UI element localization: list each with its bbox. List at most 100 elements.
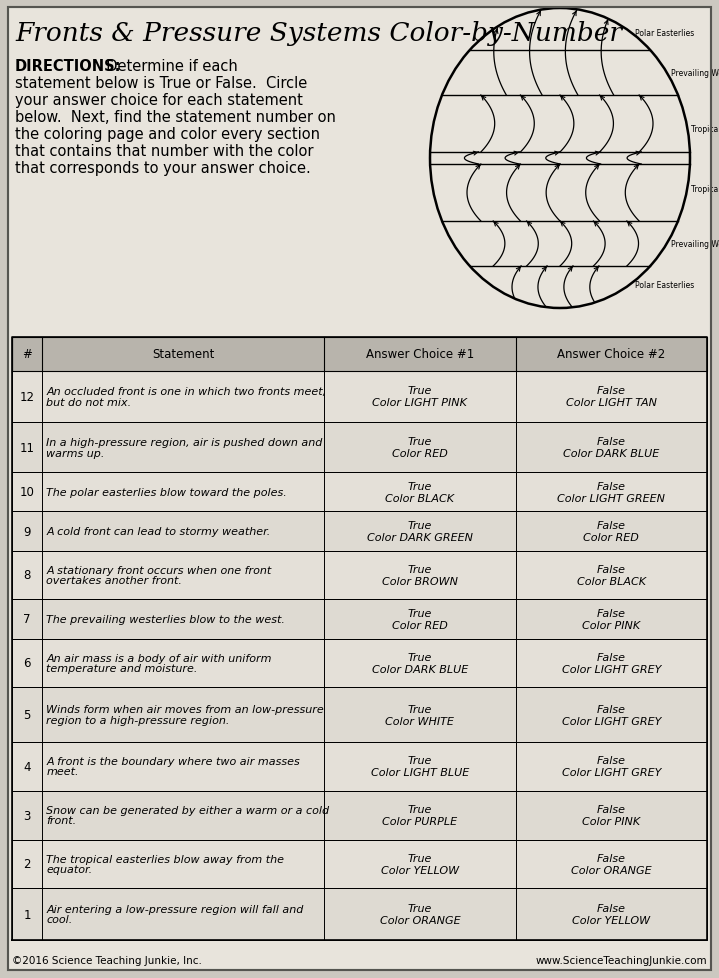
Text: front.: front. bbox=[46, 816, 76, 825]
FancyBboxPatch shape bbox=[12, 639, 707, 688]
Text: True: True bbox=[408, 437, 432, 447]
FancyBboxPatch shape bbox=[12, 791, 707, 840]
Text: Color LIGHT PINK: Color LIGHT PINK bbox=[372, 398, 467, 408]
Text: True: True bbox=[408, 386, 432, 396]
Text: 3: 3 bbox=[24, 809, 31, 822]
Text: www.ScienceTeachingJunkie.com: www.ScienceTeachingJunkie.com bbox=[536, 956, 707, 965]
Text: True: True bbox=[408, 755, 432, 766]
Text: ©2016 Science Teaching Junkie, Inc.: ©2016 Science Teaching Junkie, Inc. bbox=[12, 956, 202, 965]
Text: 8: 8 bbox=[24, 569, 31, 582]
Text: False: False bbox=[597, 804, 626, 815]
FancyBboxPatch shape bbox=[12, 551, 707, 600]
Text: False: False bbox=[597, 437, 626, 447]
Text: A stationary front occurs when one front: A stationary front occurs when one front bbox=[46, 565, 272, 575]
Text: 5: 5 bbox=[24, 708, 31, 722]
Text: warms up.: warms up. bbox=[46, 448, 104, 458]
Text: 2: 2 bbox=[23, 858, 31, 870]
Text: False: False bbox=[597, 520, 626, 530]
Text: Color RED: Color RED bbox=[392, 620, 448, 630]
Text: Color DARK BLUE: Color DARK BLUE bbox=[372, 664, 468, 674]
Text: False: False bbox=[597, 904, 626, 913]
Text: Color LIGHT TAN: Color LIGHT TAN bbox=[566, 398, 657, 408]
Text: the coloring page and color every section: the coloring page and color every sectio… bbox=[15, 127, 320, 142]
Text: equator.: equator. bbox=[46, 865, 92, 874]
Text: overtakes another front.: overtakes another front. bbox=[46, 576, 182, 586]
Text: True: True bbox=[408, 608, 432, 618]
Text: your answer choice for each statement: your answer choice for each statement bbox=[15, 93, 303, 108]
Text: 12: 12 bbox=[19, 390, 35, 403]
Text: True: True bbox=[408, 652, 432, 662]
Text: below.  Next, find the statement number on: below. Next, find the statement number o… bbox=[15, 110, 336, 125]
Text: Answer Choice #2: Answer Choice #2 bbox=[557, 348, 666, 361]
Text: Answer Choice #1: Answer Choice #1 bbox=[366, 348, 474, 361]
Text: Color ORANGE: Color ORANGE bbox=[571, 866, 651, 875]
Text: Color DARK GREEN: Color DARK GREEN bbox=[367, 532, 473, 543]
Text: False: False bbox=[597, 652, 626, 662]
Text: Color LIGHT BLUE: Color LIGHT BLUE bbox=[371, 768, 469, 778]
Text: Prevailing Westerlies: Prevailing Westerlies bbox=[671, 240, 719, 248]
Text: meet.: meet. bbox=[46, 767, 78, 777]
FancyBboxPatch shape bbox=[12, 688, 707, 742]
FancyBboxPatch shape bbox=[8, 8, 711, 970]
Text: Polar Easterlies: Polar Easterlies bbox=[635, 281, 694, 289]
Text: A cold front can lead to stormy weather.: A cold front can lead to stormy weather. bbox=[46, 526, 270, 537]
Text: False: False bbox=[597, 481, 626, 491]
Text: but do not mix.: but do not mix. bbox=[46, 397, 132, 407]
Text: Fronts & Pressure Systems Color-by-Number: Fronts & Pressure Systems Color-by-Numbe… bbox=[15, 21, 622, 46]
Text: 9: 9 bbox=[23, 525, 31, 538]
Text: Tropical Easterlies: Tropical Easterlies bbox=[692, 184, 719, 194]
Text: DIRECTIONS:: DIRECTIONS: bbox=[15, 59, 122, 74]
Text: Color LIGHT GREY: Color LIGHT GREY bbox=[562, 664, 661, 674]
Text: temperature and moisture.: temperature and moisture. bbox=[46, 663, 198, 674]
Text: 4: 4 bbox=[23, 760, 31, 773]
Text: that contains that number with the color: that contains that number with the color bbox=[15, 144, 313, 158]
Text: that corresponds to your answer choice.: that corresponds to your answer choice. bbox=[15, 160, 311, 176]
FancyBboxPatch shape bbox=[12, 742, 707, 791]
Text: Determine if each: Determine if each bbox=[97, 59, 238, 74]
Text: region to a high-pressure region.: region to a high-pressure region. bbox=[46, 715, 229, 725]
Text: Air entering a low-pressure region will fall and: Air entering a low-pressure region will … bbox=[46, 904, 303, 914]
Text: Color PINK: Color PINK bbox=[582, 817, 641, 826]
Text: True: True bbox=[408, 804, 432, 815]
Text: Color YELLOW: Color YELLOW bbox=[572, 915, 651, 925]
Text: False: False bbox=[597, 755, 626, 766]
Text: False: False bbox=[597, 704, 626, 714]
Text: False: False bbox=[597, 564, 626, 574]
Text: Prevailing Westerlies: Prevailing Westerlies bbox=[671, 68, 719, 78]
Text: 6: 6 bbox=[23, 657, 31, 670]
Text: True: True bbox=[408, 564, 432, 574]
Text: False: False bbox=[597, 608, 626, 618]
Text: A front is the boundary where two air masses: A front is the boundary where two air ma… bbox=[46, 756, 300, 766]
Text: Color LIGHT GREY: Color LIGHT GREY bbox=[562, 768, 661, 778]
Text: True: True bbox=[408, 904, 432, 913]
Text: An occluded front is one in which two fronts meet,: An occluded front is one in which two fr… bbox=[46, 386, 326, 397]
Text: #: # bbox=[22, 348, 32, 361]
Text: Color ORANGE: Color ORANGE bbox=[380, 915, 460, 925]
Text: Color PURPLE: Color PURPLE bbox=[383, 817, 457, 826]
Text: Color DARK BLUE: Color DARK BLUE bbox=[563, 449, 659, 459]
FancyBboxPatch shape bbox=[12, 473, 707, 511]
Text: Color BLACK: Color BLACK bbox=[577, 576, 646, 587]
Text: Color PINK: Color PINK bbox=[582, 620, 641, 630]
Text: Snow can be generated by either a warm or a cold: Snow can be generated by either a warm o… bbox=[46, 805, 329, 815]
Text: Color YELLOW: Color YELLOW bbox=[381, 866, 459, 875]
Text: The polar easterlies blow toward the poles.: The polar easterlies blow toward the pol… bbox=[46, 487, 287, 498]
Text: True: True bbox=[408, 481, 432, 491]
FancyBboxPatch shape bbox=[12, 337, 707, 371]
Text: False: False bbox=[597, 853, 626, 863]
Text: True: True bbox=[408, 853, 432, 863]
Text: Color BROWN: Color BROWN bbox=[382, 576, 458, 587]
Text: Tropical Easterlies: Tropical Easterlies bbox=[692, 124, 719, 133]
Text: Color RED: Color RED bbox=[583, 532, 639, 543]
FancyBboxPatch shape bbox=[12, 600, 707, 639]
Text: Color BLACK: Color BLACK bbox=[385, 494, 454, 504]
Text: 7: 7 bbox=[23, 613, 31, 626]
Text: Color LIGHT GREY: Color LIGHT GREY bbox=[562, 716, 661, 726]
Text: Color LIGHT GREEN: Color LIGHT GREEN bbox=[557, 494, 665, 504]
Text: Polar Easterlies: Polar Easterlies bbox=[635, 28, 694, 37]
FancyBboxPatch shape bbox=[12, 511, 707, 551]
Text: True: True bbox=[408, 520, 432, 530]
Text: Winds form when air moves from an low-pressure: Winds form when air moves from an low-pr… bbox=[46, 704, 324, 715]
Text: cool.: cool. bbox=[46, 914, 73, 924]
FancyBboxPatch shape bbox=[12, 888, 707, 940]
